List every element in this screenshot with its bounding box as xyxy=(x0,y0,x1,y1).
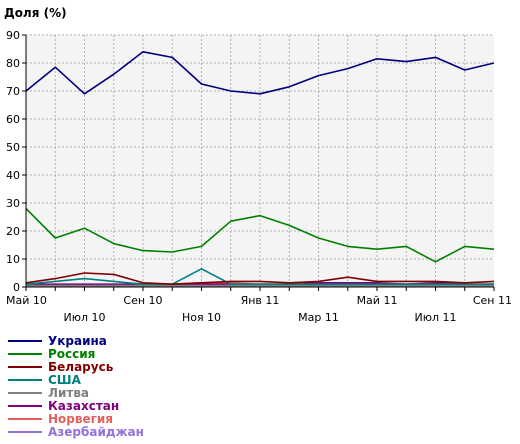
series-lines xyxy=(25,50,495,287)
series-line-0 xyxy=(25,50,495,95)
y-tick-label: 40 xyxy=(6,169,20,182)
legend-label: Россия xyxy=(48,347,95,361)
x-tick-label: Янв 11 xyxy=(241,294,280,307)
grid xyxy=(26,34,494,287)
series-line-2 xyxy=(25,272,495,286)
y-tick-label: 10 xyxy=(6,253,20,266)
legend-label: Украина xyxy=(48,334,107,348)
x-tick-label: Июл 11 xyxy=(414,311,456,324)
y-tick-label: 80 xyxy=(6,57,20,70)
legend-label: Беларусь xyxy=(48,360,114,374)
y-tick-label: 50 xyxy=(6,141,20,154)
legend-label: США xyxy=(48,373,82,387)
y-tick-label: 30 xyxy=(6,197,20,210)
x-tick-label: Май 10 xyxy=(6,294,47,307)
y-tick-label: 60 xyxy=(6,113,20,126)
axes: 0 10 20 30 40 50 60 70 80 90 Май 10 Июл 10 Сен 10 Ноя… xyxy=(6,29,512,324)
x-tick-label: Май 11 xyxy=(357,294,398,307)
y-tick-label: 70 xyxy=(6,85,20,98)
series-line-3 xyxy=(25,267,494,286)
legend-label: Литва xyxy=(48,386,89,400)
legend-label: Норвегия xyxy=(48,412,113,426)
x-tick-label: Мар 11 xyxy=(298,311,339,324)
chart-title: Доля (%) xyxy=(4,6,67,20)
x-tick-label: Ноя 10 xyxy=(182,311,221,324)
legend-label: Казахстан xyxy=(48,399,119,413)
y-tick-label: 90 xyxy=(6,29,20,42)
legend-label: Азербайджан xyxy=(48,425,144,439)
x-tick-label: Июл 10 xyxy=(63,311,105,324)
y-tick-label: 20 xyxy=(6,225,20,238)
x-tick-label: Сен 10 xyxy=(123,294,162,307)
x-tick-label: Сен 11 xyxy=(473,294,512,307)
y-tick-label: 0 xyxy=(13,281,20,294)
legend: УкраинаРоссияБеларусьСШАЛитваКазахстанНо… xyxy=(8,334,144,439)
series-line-1 xyxy=(25,208,495,263)
